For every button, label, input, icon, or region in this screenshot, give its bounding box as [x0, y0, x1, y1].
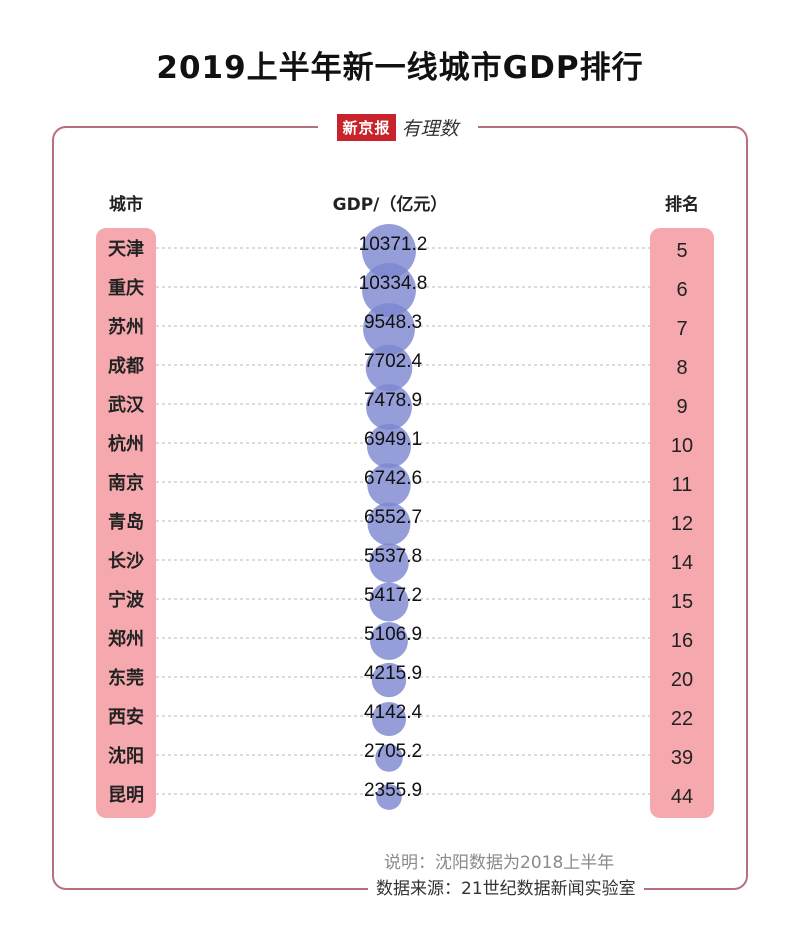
rank-label: 9: [676, 396, 687, 418]
city-label: 苏州: [108, 316, 144, 338]
gdp-value-label: 9548.3: [364, 312, 422, 333]
rank-label: 39: [671, 747, 693, 769]
rank-label: 5: [676, 240, 687, 262]
labels: 天津 10371.2 5 重庆 10334.8 6 苏州 9548.3 7 成都 7702.4 8 武汉…: [108, 234, 693, 808]
rank-label: 22: [671, 708, 693, 730]
city-label: 沈阳: [108, 745, 144, 767]
data-source: 数据来源：21世纪数据新闻实验室: [376, 879, 636, 899]
gdp-value-label: 10371.2: [359, 234, 428, 255]
city-label: 天津: [108, 238, 144, 260]
gdp-value-label: 5417.2: [364, 585, 422, 606]
rank-label: 44: [671, 786, 693, 808]
gdp-value-label: 6742.6: [364, 468, 422, 489]
header-city: 城市: [109, 195, 143, 215]
city-label: 宁波: [108, 589, 145, 611]
rank-label: 20: [671, 669, 693, 691]
logo-script: 有理数: [401, 117, 459, 140]
gdp-value-label: 5537.8: [364, 546, 422, 567]
rank-label: 16: [671, 630, 693, 652]
rank-label: 15: [671, 591, 693, 613]
logo-brand: 新京报: [337, 113, 396, 141]
city-label: 成都: [108, 355, 144, 377]
header-gdp: GDP/（亿元）: [332, 195, 448, 215]
city-label: 青岛: [108, 511, 144, 533]
gdp-bubble: [369, 543, 409, 583]
source-wrapper: 数据来源：21世纪数据新闻实验室: [368, 874, 644, 904]
gdp-bubble: [362, 224, 416, 278]
gdp-bubble: [371, 701, 407, 737]
publisher-logo: 新京报 有理数: [318, 110, 478, 144]
city-label: 长沙: [108, 551, 144, 572]
gdp-value-label: 6552.7: [364, 507, 422, 528]
gdp-bubble: [363, 303, 415, 355]
rank-label: 8: [676, 357, 687, 379]
gdp-bubble: [376, 784, 402, 810]
gdp-value-label: 4142.4: [364, 702, 423, 723]
city-label: 重庆: [108, 277, 144, 299]
rank-label: 12: [671, 513, 693, 535]
city-label: 郑州: [108, 628, 144, 650]
city-label: 武汉: [108, 395, 145, 416]
gdp-value-label: 7478.9: [364, 390, 422, 411]
rank-column-background: [650, 228, 714, 818]
gdp-bubble: [375, 744, 403, 772]
gdp-bubble: [366, 384, 412, 430]
rank-label: 11: [672, 474, 693, 496]
rank-label: 14: [671, 552, 693, 574]
gdp-value-label: 4215.9: [364, 663, 422, 684]
gdp-value-label: 7702.4: [364, 351, 423, 372]
gdp-bubble: [370, 622, 408, 660]
gdp-bubble: [366, 423, 412, 469]
gdp-bubble: [367, 463, 411, 507]
rank-label: 6: [676, 279, 687, 301]
city-label: 杭州: [108, 433, 144, 455]
rank-label: 7: [676, 318, 687, 340]
city-column-background: [96, 228, 156, 818]
chart-title: 2019上半年新一线城市GDP排行: [156, 50, 644, 86]
gdp-bubble: [365, 344, 413, 392]
gdp-bubble: [371, 662, 407, 698]
city-label: 东莞: [108, 667, 144, 689]
rank-label: 10: [671, 435, 693, 457]
footnote: 说明：沈阳数据为2018上半年: [384, 853, 615, 873]
gdp-bubble: [367, 502, 411, 546]
gdp-value-label: 5106.9: [364, 624, 422, 645]
bubbles: [362, 224, 416, 810]
gdp-value-label: 6949.1: [364, 429, 422, 450]
gdp-bubble: [362, 263, 416, 317]
header-rank: 排名: [665, 195, 699, 215]
city-label: 西安: [108, 706, 144, 728]
gdp-value-label: 2355.9: [364, 780, 422, 801]
gdp-value-label: 10334.8: [359, 273, 428, 294]
gdp-value-label: 2705.2: [364, 741, 422, 762]
city-label: 南京: [108, 472, 144, 494]
city-label: 昆明: [108, 785, 144, 806]
gdp-bubble: [369, 582, 409, 622]
